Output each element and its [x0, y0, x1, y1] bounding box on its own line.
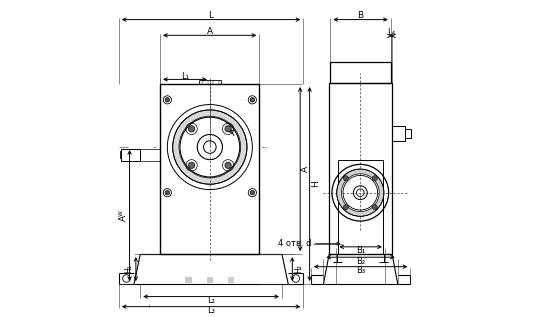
Text: A: A: [207, 27, 213, 36]
Bar: [160, 84, 259, 254]
Text: Aᵂ: Aᵂ: [119, 210, 128, 221]
Text: L₄: L₄: [387, 28, 395, 37]
Circle shape: [372, 176, 377, 181]
Wedge shape: [337, 169, 384, 216]
Bar: [392, 126, 405, 141]
Circle shape: [189, 162, 195, 168]
Text: B₃: B₃: [356, 266, 365, 275]
Text: H₂: H₂: [294, 265, 303, 274]
Text: 4 отв. d: 4 отв. d: [278, 239, 311, 248]
Circle shape: [165, 191, 169, 195]
Circle shape: [165, 98, 169, 102]
Text: L: L: [208, 11, 213, 20]
Text: B: B: [358, 11, 364, 20]
Text: B₂: B₂: [356, 257, 365, 266]
Text: H₁: H₁: [124, 265, 134, 274]
Circle shape: [250, 191, 255, 195]
Bar: [405, 129, 411, 138]
Text: A: A: [301, 166, 310, 172]
Circle shape: [372, 205, 377, 210]
Circle shape: [225, 162, 231, 168]
Text: H: H: [311, 181, 320, 187]
Text: B₁: B₁: [356, 246, 365, 256]
Circle shape: [343, 205, 348, 210]
Text: L₂: L₂: [207, 296, 215, 305]
Circle shape: [250, 98, 255, 102]
Bar: [121, 149, 140, 161]
Wedge shape: [173, 110, 247, 184]
Bar: [329, 82, 392, 254]
Bar: [331, 62, 391, 82]
Text: L₃: L₃: [207, 306, 215, 315]
Circle shape: [225, 126, 231, 132]
Circle shape: [343, 176, 348, 181]
Text: L₁: L₁: [181, 72, 189, 81]
Circle shape: [189, 126, 195, 132]
